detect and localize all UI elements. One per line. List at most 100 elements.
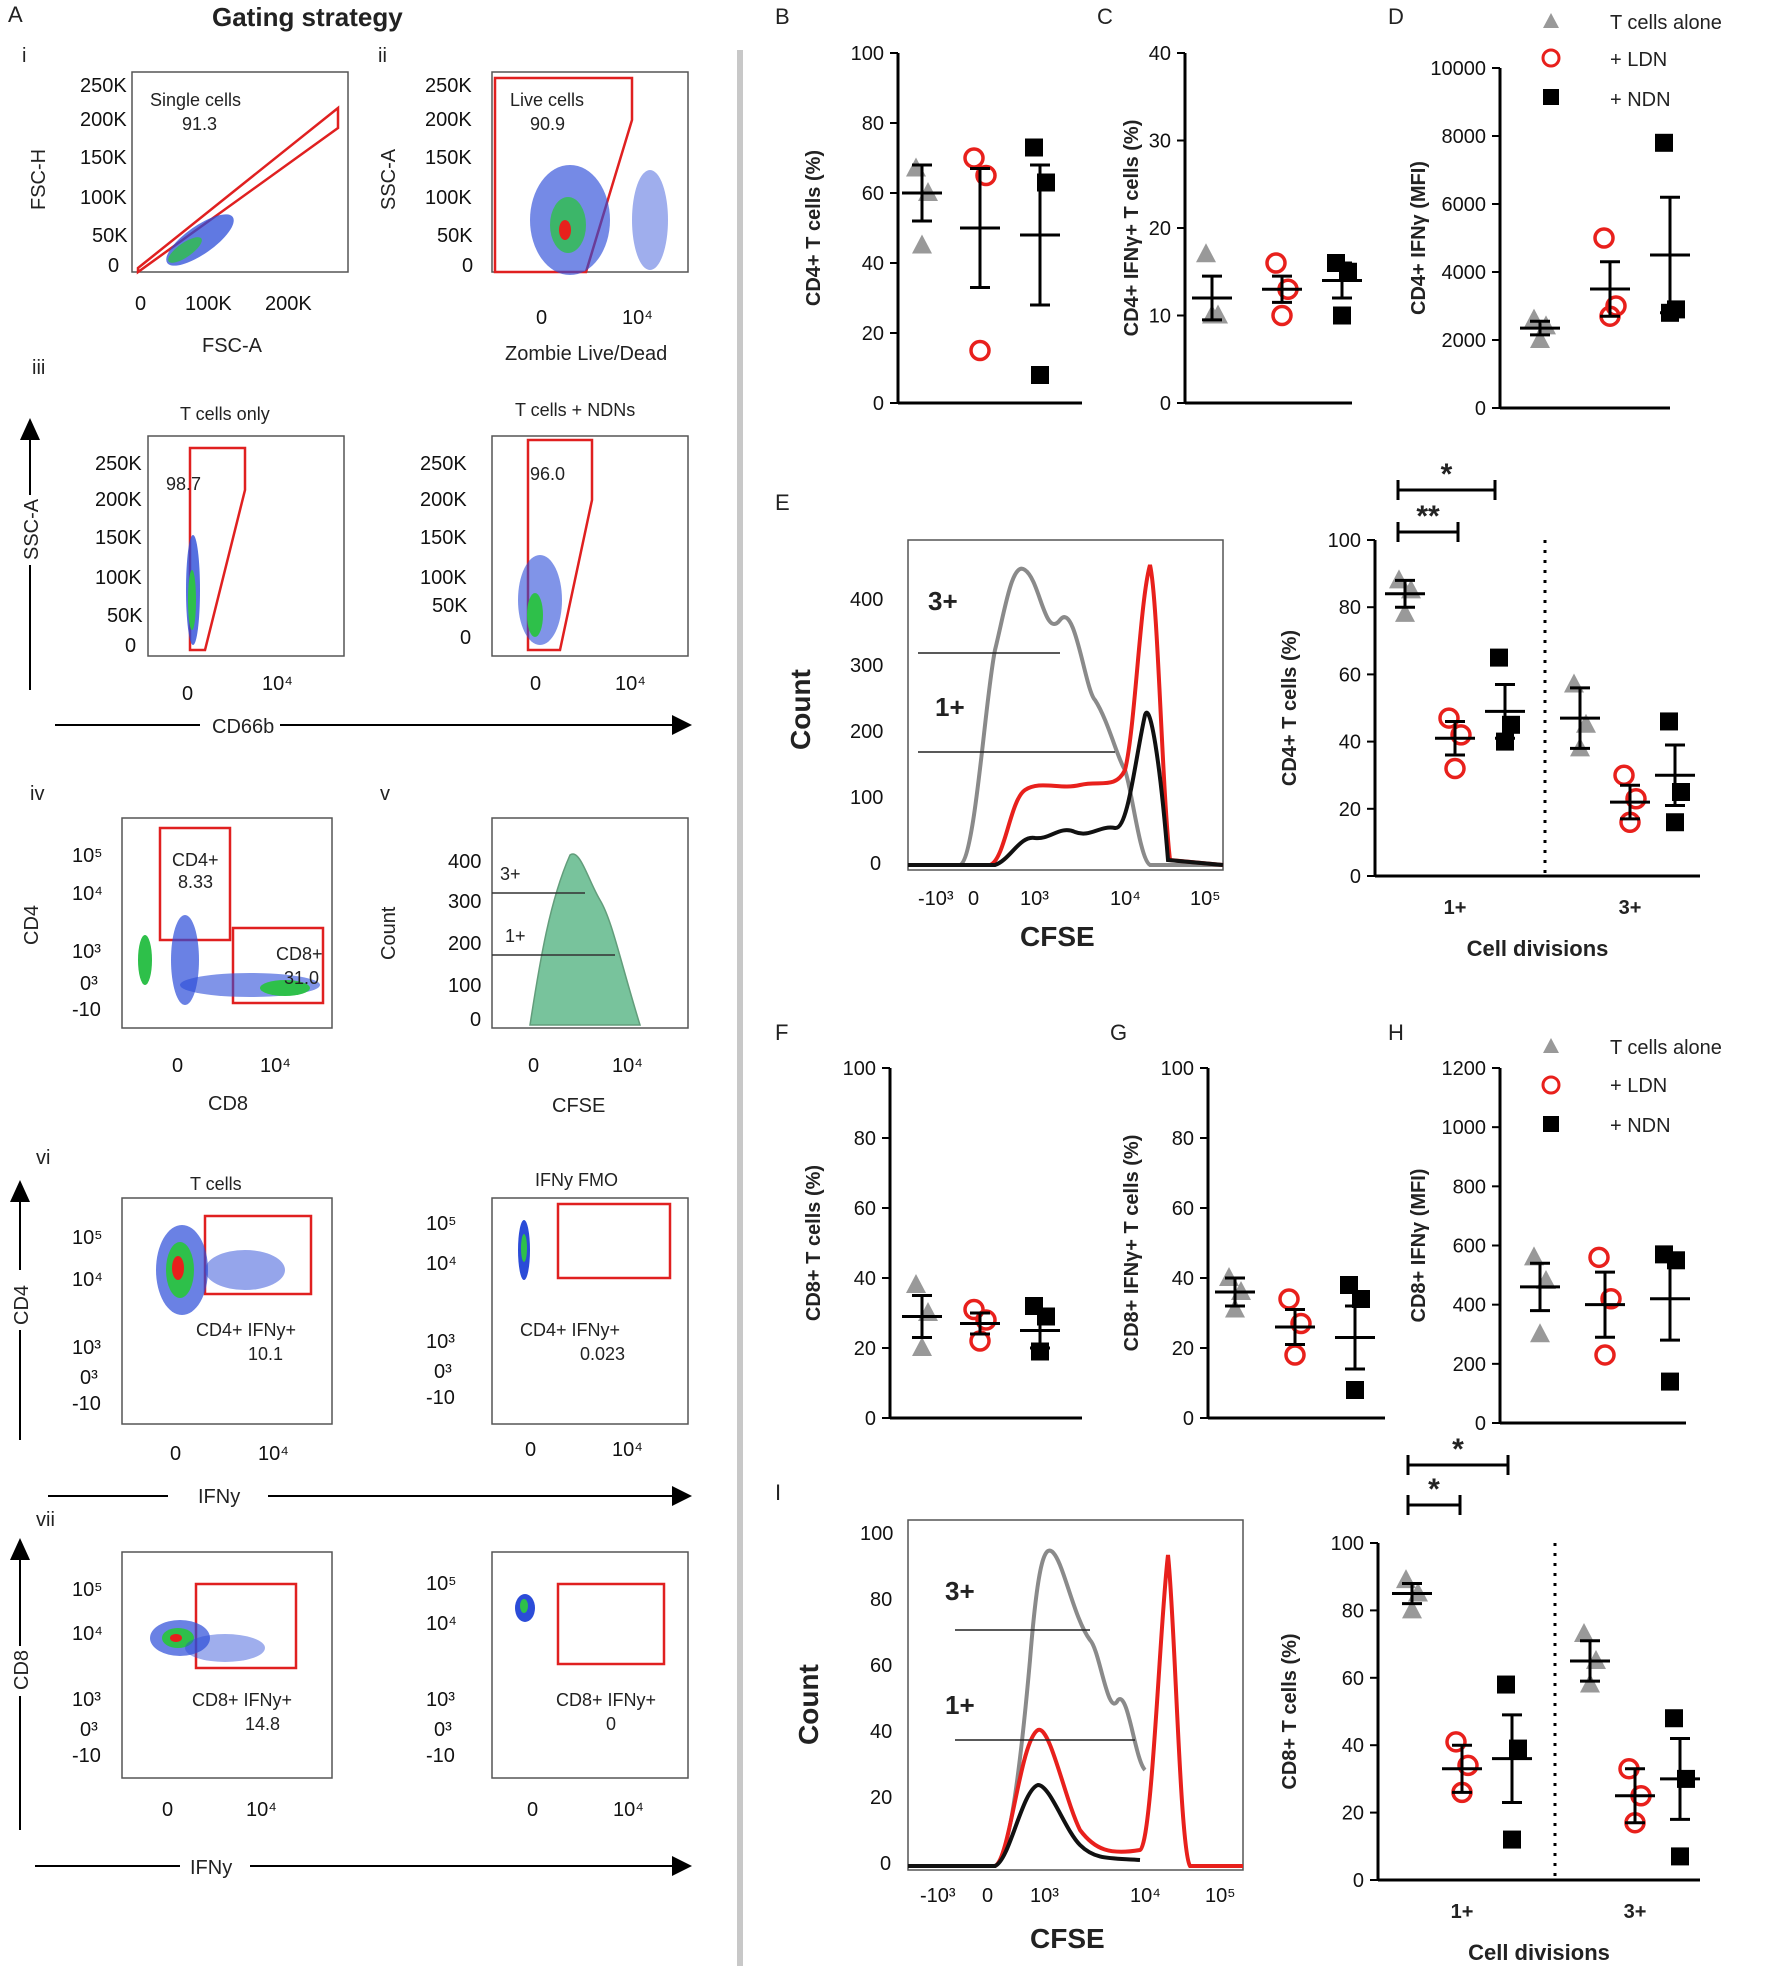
svg-text:0: 0 [525,1439,536,1461]
y-tick-label: 60 [1172,1198,1194,1220]
point-ldn [1593,227,1615,249]
gate-left-label: CD8+ IFNy+ [192,1690,292,1710]
point-ldn [963,147,985,169]
legend-ndn-label: + NDN [1610,1115,1671,1137]
svg-text:10⁴: 10⁴ [612,1439,643,1461]
title-left: T cells only [180,404,270,424]
panel-letter-a: A [8,2,23,27]
y-tick-label: 100 [843,1058,876,1080]
y-tick-label: 60 [1342,1668,1364,1690]
point-ldn [1271,304,1293,327]
svg-text:10³: 10³ [426,1689,455,1711]
roman-vii: vii [36,1509,55,1531]
y-tick-label: 1200 [1442,1058,1487,1080]
ytick: 100K [420,567,467,589]
xtick: 10⁴ [260,1055,291,1077]
legend-bottom: T cells alone + LDN + NDN [1541,1037,1722,1137]
ytick: 50K [437,225,473,247]
y-tick-label: 80 [1172,1128,1194,1150]
svg-text:0³: 0³ [434,1719,452,1741]
gate-cd8-label: CD8+ [276,944,323,964]
y-tick-label: 0 [1475,398,1486,420]
svg-text:-10: -10 [426,1745,455,1767]
x-label: CFSE [1020,921,1095,952]
y-tick-label: 0 [873,393,884,415]
scatter-B: 0 20 40 60 80 100 CD4+ T cells (%) [803,43,1082,415]
gate-left-value: 10.1 [248,1344,283,1364]
point-ldn [1278,1288,1300,1310]
sig-star: * [1428,1473,1440,1506]
ytick: 50K [107,605,143,627]
point-ndn [1497,1675,1515,1694]
y-tick-label: 6000 [1442,194,1487,216]
y-label: Count [378,906,400,960]
panel-letter-i: I [775,1480,781,1505]
ytick: 200K [95,489,142,511]
ytick: 150K [95,527,142,549]
point-ndn [1346,1381,1364,1399]
svg-text:10⁴: 10⁴ [246,1799,277,1821]
legend-ndn-marker [1543,1116,1559,1132]
cfse-histogram [529,853,642,1026]
xtick: 0 [182,683,193,705]
gate-right-value: 0 [606,1714,616,1734]
legend-alone-label: T cells alone [1610,1037,1722,1059]
svg-text:0: 0 [870,853,881,875]
sig-star: ** [1416,500,1440,533]
y-tick-label: 20 [854,1338,876,1360]
y-label: CD4+ IFNγ+ T cells (%) [1121,120,1143,337]
gate-left-value: 98.7 [166,474,201,494]
y-tick-label: 20 [1149,218,1171,240]
y-tick-label: 80 [862,113,884,135]
gate-left-value: 14.8 [245,1714,280,1734]
svg-text:-10³: -10³ [920,1885,956,1907]
ytick: 250K [420,453,467,475]
legend-ldn-marker [1541,1075,1561,1095]
scatter-C: 0 10 20 30 40 CD4+ IFNγ+ T cells (%) [1121,43,1362,415]
x-label: IFNy [198,1486,240,1508]
y-tick-label: 4000 [1442,262,1487,284]
point-alone [1530,329,1550,348]
xtick: 0 [135,293,146,315]
xtick: 10⁴ [622,307,653,329]
svg-text:0: 0 [470,1009,481,1031]
y-label: CD8+ IFNγ (MFI) [1408,1169,1430,1323]
roman-iii: iii [32,357,45,379]
ytick: 200K [425,109,472,131]
y-label: CD4+ T cells (%) [1279,630,1301,786]
point-alone [1402,1599,1422,1619]
svg-text:10⁴: 10⁴ [72,1269,103,1291]
point-ldn [1284,1344,1306,1366]
svg-text:10⁵: 10⁵ [1190,888,1221,910]
y-label: CD4 [21,905,43,945]
point-alone [1530,1323,1550,1343]
legend-ldn-label: + LDN [1610,1075,1667,1097]
point-ldn [1588,1246,1610,1269]
plot-ii: ii Live cells 90.9 250K 200K 150K 100K 5… [378,45,689,365]
y-tick-label: 0 [1353,1870,1364,1892]
hist-ldn [908,564,1224,867]
gate-label: Single cells [150,90,241,110]
point-alone [1196,243,1216,263]
x-label: CD8 [208,1093,248,1115]
svg-text:10³: 10³ [426,1331,455,1353]
roman-v: v [380,783,390,805]
y-tick-label: 100 [1161,1058,1194,1080]
roman-i: i [22,45,26,67]
svg-text:10⁴: 10⁴ [426,1613,457,1635]
svg-text:400: 400 [448,851,481,873]
x-label: Cell divisions [1467,936,1609,961]
ytick: 100K [80,187,127,209]
point-alone [912,1337,932,1356]
panel-letter-g: G [1110,1020,1127,1045]
title-right: T cells + NDNs [515,400,635,420]
point-alone [912,234,932,254]
point-ldn [1450,724,1472,746]
gate-1: 1+ [945,1690,975,1720]
y-tick-label: 80 [1342,1600,1364,1622]
svg-text:0³: 0³ [434,1361,452,1383]
xtick: 10⁴ [615,673,646,695]
y-tick-label: 40 [1172,1268,1194,1290]
y-tick-label: 40 [1342,1735,1364,1757]
title-right: IFNy FMO [535,1170,618,1190]
